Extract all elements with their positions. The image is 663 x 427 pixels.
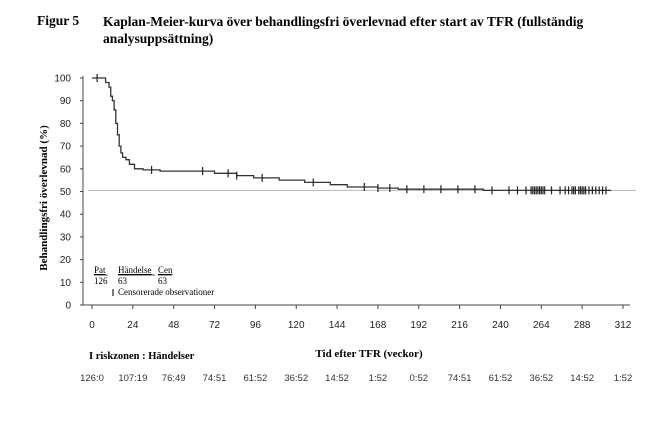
legend-value: 63 (118, 276, 128, 286)
risk-table-value: 1:52 (614, 373, 633, 384)
risk-table-value: 61:52 (243, 373, 267, 384)
x-tick-label: 0 (89, 320, 95, 331)
x-tick-label: 240 (492, 320, 509, 331)
survival-curve-line (92, 77, 612, 192)
figure-label: Figur 5 (37, 13, 80, 28)
risk-table-value: 107:19 (118, 373, 147, 384)
x-tick-label: 168 (370, 320, 387, 331)
risk-table-value: 0:52 (410, 373, 429, 384)
y-tick-label: 40 (60, 210, 72, 221)
y-tick-label: 90 (60, 96, 72, 107)
legend-value: 126 (94, 276, 108, 286)
x-tick-label: 216 (451, 320, 468, 331)
risk-table-value: 14:52 (325, 373, 349, 384)
risk-table-value: 36:52 (284, 373, 308, 384)
x-tick-label: 144 (329, 320, 346, 331)
legend-censor-note: Censorerade observationer (118, 287, 214, 297)
x-tick-label: 192 (410, 320, 427, 331)
y-tick-label: 60 (60, 164, 72, 175)
y-tick-label: 80 (60, 119, 72, 130)
survival-curve-group (92, 77, 612, 192)
y-tick-label: 0 (65, 301, 71, 312)
y-tick-label: 30 (60, 232, 72, 243)
legend-header: Händelse (118, 265, 152, 275)
x-tick-label: 120 (288, 320, 305, 331)
risk-table-value: 36:52 (529, 373, 553, 384)
risk-table-value: 1:52 (369, 373, 388, 384)
axis-labels-group: Behandlingsfri överlevnad (%) Tid efter T… (38, 125, 423, 360)
legend-header: Cen (158, 265, 173, 275)
x-tick-label: 96 (250, 320, 262, 331)
risk-table-value: 74:51 (448, 373, 472, 384)
y-tick-label: 100 (54, 74, 71, 85)
x-tick-label: 288 (574, 320, 591, 331)
y-axis-label: Behandlingsfri överlevnad (%) (38, 125, 50, 271)
figure-title: Kaplan-Meier-kurva över behandlingsfri ö… (103, 14, 584, 46)
legend-value: 63 (158, 276, 168, 286)
x-tick-label: 264 (533, 320, 550, 331)
x-tick-label: 48 (168, 320, 180, 331)
x-tick-label: 312 (615, 320, 632, 331)
x-tick-label: 72 (209, 320, 221, 331)
risk-table-value: 61:52 (489, 373, 513, 384)
risk-table-value: 76:49 (162, 373, 186, 384)
risk-table-group: I riskzonen : Händelser 126:0 107:19 76:49 7… (80, 351, 632, 384)
y-tick-label: 50 (60, 187, 72, 198)
censor-marks-group (96, 74, 607, 195)
risk-table-title: I riskzonen : Händelser (89, 351, 195, 362)
risk-table-value: 74:51 (203, 373, 227, 384)
x-axis-label: Tid efter TFR (veckor) (315, 348, 423, 360)
y-tick-label: 10 (60, 278, 72, 289)
tick-labels-group: 0 10 20 30 40 50 60 70 80 90 100 0 24 48 72 96 120 144 168… (54, 74, 631, 332)
risk-table-value: 14:52 (570, 373, 594, 384)
y-tick-label: 70 (60, 142, 72, 153)
x-tick-label: 24 (127, 320, 139, 331)
risk-table-value: 126:0 (80, 373, 104, 384)
chart-axes (80, 76, 630, 309)
y-tick-label: 20 (60, 255, 72, 266)
legend-header: Pat (94, 265, 106, 275)
